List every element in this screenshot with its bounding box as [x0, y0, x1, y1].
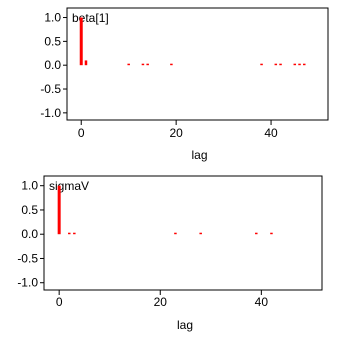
x-tick-label: 0 [78, 126, 85, 140]
y-tick-label: 0.5 [44, 34, 61, 48]
y-tick-label: -0.5 [40, 82, 61, 96]
acf-bar [84, 60, 88, 66]
chart-title: beta[1] [72, 11, 109, 25]
chart-panel-1: beta[1] 1.0 0.5 0.0 -0.5 -1.0 0 20 40 lag [40, 7, 329, 162]
x-tick-label: 40 [255, 295, 269, 309]
plot-frame [66, 7, 329, 121]
x-axis-label: lag [191, 148, 207, 162]
x-axis-label: lag [177, 318, 193, 332]
acf-bar [73, 232, 76, 235]
y-tick-label: 0.0 [44, 58, 61, 72]
chart-title: sigmaV [49, 179, 89, 193]
acf-bar [270, 232, 273, 235]
acf-bar [170, 63, 173, 66]
y-tick-label: 1.0 [44, 11, 61, 25]
acf-bar [127, 63, 130, 66]
acf-bar [79, 17, 83, 66]
acf-bar [199, 232, 202, 235]
acf-bar [293, 63, 297, 66]
acf-bar [255, 232, 258, 235]
y-tick-label: 1.0 [21, 179, 38, 193]
acf-bar [68, 232, 71, 235]
acf-bar [298, 63, 301, 66]
acf-bar [174, 232, 177, 235]
acf-bar [279, 63, 282, 66]
acf-bar [141, 63, 145, 66]
y-tick-label: -0.5 [17, 251, 38, 265]
acf-bar [274, 63, 278, 66]
acf-bar [303, 63, 306, 66]
y-tick-label: -1.0 [40, 106, 61, 120]
x-tick-label: 20 [154, 295, 168, 309]
x-tick-label: 0 [56, 295, 63, 309]
x-tick-label: 40 [264, 126, 278, 140]
y-tick-label: -1.0 [17, 276, 38, 290]
x-tick-label: 20 [169, 126, 183, 140]
acf-bar [260, 63, 263, 66]
plot-frame [43, 175, 323, 291]
acf-bar [146, 63, 149, 66]
acf-bar [57, 185, 61, 235]
y-tick-label: 0.0 [21, 227, 38, 241]
chart-panel-2: sigmaV 1.0 0.5 0.0 -0.5 -1.0 0 20 40 lag [17, 175, 323, 332]
y-tick-label: 0.5 [21, 203, 38, 217]
